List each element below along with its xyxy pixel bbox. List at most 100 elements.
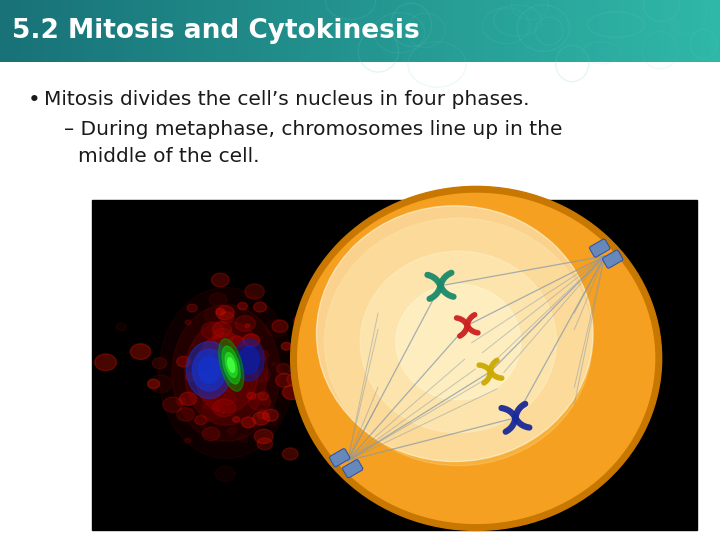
Bar: [679, 0, 683, 62]
Ellipse shape: [215, 466, 235, 482]
Bar: [677, 0, 680, 62]
Bar: [387, 0, 390, 62]
Ellipse shape: [116, 323, 127, 331]
Bar: [351, 0, 354, 62]
Bar: [382, 0, 385, 62]
Bar: [281, 0, 284, 62]
Bar: [12, 0, 15, 62]
Bar: [125, 0, 128, 62]
Ellipse shape: [234, 339, 264, 381]
Ellipse shape: [297, 193, 654, 523]
Ellipse shape: [266, 320, 288, 337]
Bar: [94, 0, 97, 62]
Bar: [415, 0, 418, 62]
Ellipse shape: [186, 373, 196, 381]
Bar: [502, 0, 505, 62]
Bar: [427, 0, 431, 62]
Ellipse shape: [220, 312, 234, 323]
Bar: [173, 0, 176, 62]
Bar: [106, 0, 109, 62]
Bar: [158, 0, 162, 62]
Bar: [653, 0, 656, 62]
Ellipse shape: [287, 372, 306, 387]
Bar: [706, 0, 709, 62]
Bar: [497, 0, 500, 62]
Bar: [317, 0, 320, 62]
Bar: [132, 0, 135, 62]
Ellipse shape: [229, 336, 244, 348]
Ellipse shape: [256, 350, 269, 360]
Bar: [199, 0, 202, 62]
Bar: [216, 0, 220, 62]
Bar: [564, 0, 567, 62]
Ellipse shape: [243, 334, 260, 347]
Bar: [703, 0, 706, 62]
Bar: [84, 0, 87, 62]
Bar: [631, 0, 634, 62]
Bar: [101, 0, 104, 62]
Bar: [149, 0, 152, 62]
Bar: [92, 200, 697, 530]
Ellipse shape: [95, 354, 117, 370]
Ellipse shape: [179, 392, 197, 406]
Ellipse shape: [294, 312, 317, 330]
Ellipse shape: [239, 346, 259, 374]
Ellipse shape: [238, 435, 248, 443]
Bar: [643, 0, 647, 62]
Bar: [264, 0, 267, 62]
Bar: [139, 0, 143, 62]
Bar: [549, 0, 553, 62]
Bar: [600, 0, 603, 62]
Bar: [228, 0, 231, 62]
Ellipse shape: [202, 427, 220, 441]
Bar: [711, 0, 714, 62]
Bar: [19, 0, 22, 62]
Bar: [108, 0, 112, 62]
Bar: [487, 0, 490, 62]
Bar: [684, 0, 688, 62]
Bar: [223, 0, 227, 62]
Bar: [398, 0, 402, 62]
Ellipse shape: [257, 410, 269, 419]
Bar: [718, 0, 720, 62]
Ellipse shape: [238, 302, 247, 310]
Bar: [86, 0, 90, 62]
Bar: [240, 0, 243, 62]
Ellipse shape: [212, 322, 232, 337]
Bar: [495, 0, 498, 62]
Bar: [151, 0, 155, 62]
Bar: [391, 0, 395, 62]
Bar: [624, 0, 627, 62]
Bar: [459, 0, 462, 62]
Ellipse shape: [199, 377, 215, 390]
Bar: [341, 0, 344, 62]
Bar: [593, 0, 596, 62]
Bar: [485, 0, 488, 62]
Bar: [691, 0, 695, 62]
Bar: [576, 0, 580, 62]
Bar: [235, 0, 238, 62]
Bar: [99, 0, 102, 62]
Bar: [367, 0, 371, 62]
Bar: [113, 0, 116, 62]
Text: – During metaphase, chromosomes line up in the: – During metaphase, chromosomes line up …: [64, 120, 562, 139]
Bar: [271, 0, 274, 62]
Bar: [626, 0, 630, 62]
Bar: [461, 0, 464, 62]
Bar: [305, 0, 308, 62]
Ellipse shape: [245, 324, 250, 328]
Ellipse shape: [215, 408, 219, 411]
Bar: [276, 0, 279, 62]
Bar: [29, 0, 32, 62]
Bar: [451, 0, 454, 62]
Bar: [60, 0, 63, 62]
Bar: [182, 0, 186, 62]
Bar: [0, 62, 720, 540]
Bar: [552, 0, 555, 62]
Bar: [569, 0, 572, 62]
Bar: [408, 0, 411, 62]
Bar: [31, 0, 35, 62]
Bar: [437, 0, 440, 62]
Bar: [120, 0, 123, 62]
Bar: [639, 0, 642, 62]
